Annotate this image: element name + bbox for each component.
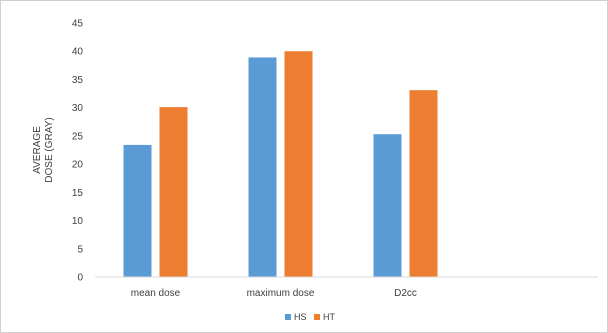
bars <box>123 51 438 278</box>
bar-hs <box>373 134 402 277</box>
y-tick-label: 15 <box>72 188 84 199</box>
x-category-label: maximum dose <box>247 288 315 299</box>
x-category-label: D2cc <box>394 288 417 299</box>
legend-swatch-ht <box>314 314 320 320</box>
x-category-label: mean dose <box>131 288 181 299</box>
y-axis-title: AVERAGE DOSE (GRAY) <box>32 117 55 182</box>
y-tick-label: 30 <box>72 103 84 114</box>
y-tick-label: 0 <box>77 273 83 284</box>
legend-label-ht: HT <box>323 312 335 322</box>
legend-label-hs: HS <box>294 312 307 322</box>
y-tick-label: 20 <box>72 160 84 171</box>
y-axis-title-line: AVERAGE <box>32 126 43 174</box>
bar-ht <box>409 90 438 278</box>
y-tick-label: 5 <box>77 244 83 255</box>
y-tick-label: 40 <box>72 47 84 58</box>
y-axis-ticks: 0 5 10 15 20 25 30 35 40 45 <box>72 19 84 284</box>
legend: HS HT <box>285 312 335 322</box>
legend-swatch-hs <box>285 314 291 320</box>
bar-hs <box>123 144 152 277</box>
bar-hs <box>248 57 277 278</box>
bar-ht <box>284 51 313 277</box>
y-tick-label: 35 <box>72 75 84 86</box>
x-axis-categories: mean dose maximum dose D2cc <box>131 288 417 299</box>
bar-ht <box>159 107 188 277</box>
y-tick-label: 10 <box>72 216 84 227</box>
y-axis-title-line: DOSE (GRAY) <box>44 117 55 182</box>
y-tick-label: 45 <box>72 19 84 30</box>
y-tick-label: 25 <box>72 131 84 142</box>
